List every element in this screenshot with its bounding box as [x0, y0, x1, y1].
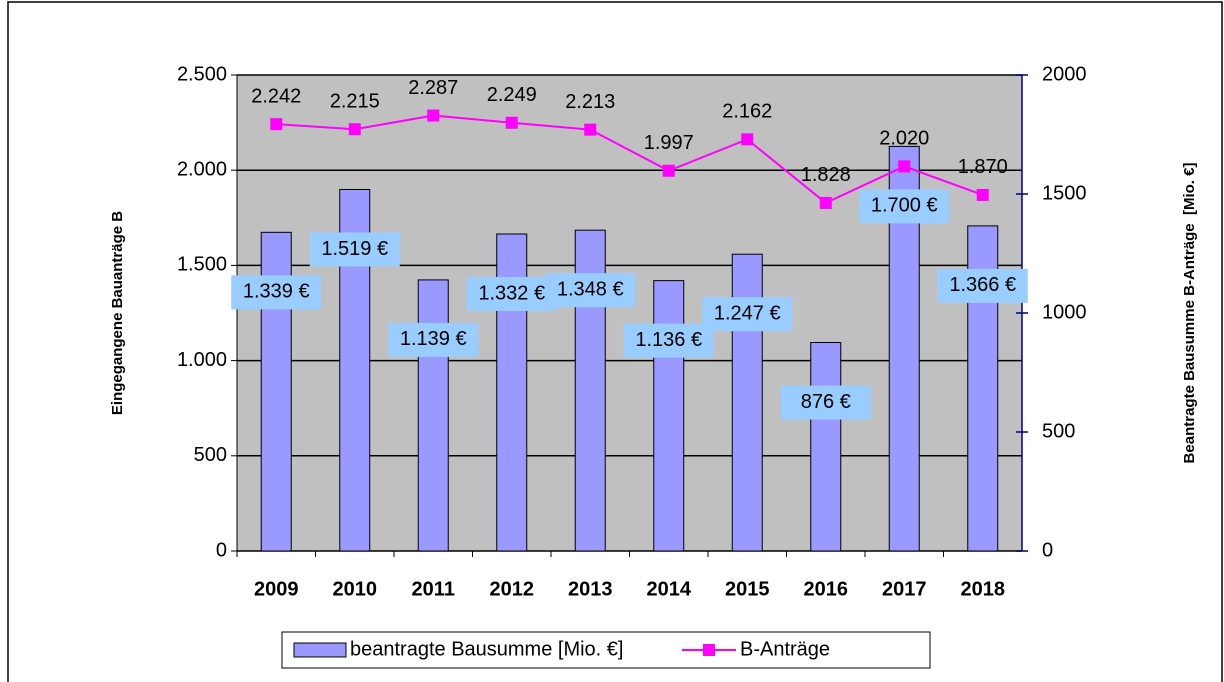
marker [584, 123, 597, 136]
y2-tick-label: 1000 [1042, 301, 1087, 323]
y2-tick-label: 1500 [1042, 182, 1087, 204]
data-label-box [388, 322, 479, 357]
data-label-box [309, 232, 400, 267]
legend-label: beantragte Bausumme [Mio. €] [350, 638, 623, 660]
data-label-text: 1.700 € [871, 195, 938, 217]
legend-box [281, 631, 931, 669]
data-label: 1.519 € [309, 232, 400, 267]
data-label-text: 1.139 € [400, 328, 467, 350]
x-tick-label: 2018 [961, 578, 1006, 600]
marker [348, 123, 361, 136]
marker [976, 188, 989, 201]
marker [662, 164, 675, 177]
data-label-text: 1.247 € [714, 302, 781, 324]
data-label: 2.249 [487, 84, 537, 106]
legend-label: B-Anträge [740, 638, 830, 660]
data-label-text: 876 € [801, 391, 851, 413]
data-label: 2.287 [408, 77, 458, 99]
x-tick-label: 2009 [254, 578, 299, 600]
x-tick-label: 2013 [568, 578, 613, 600]
line [276, 114, 984, 205]
y-axis-title: Eingegangene Bauanträge B [109, 211, 126, 415]
y2-axis-title: Beantragte Bausumme B-Anträge [Mio. €] [1181, 163, 1198, 464]
x-tick-label: 2010 [333, 578, 378, 600]
y-tick-label: 500 [194, 444, 227, 466]
data-label: 1.828 [801, 164, 851, 186]
x-tick-label: 2014 [647, 578, 692, 600]
bar [810, 342, 842, 552]
data-label: 1.997 [644, 132, 694, 154]
data-label-text: 1.339 € [243, 281, 310, 303]
frame [7, 1, 1223, 682]
y-tick-label: 2.000 [177, 158, 227, 180]
data-label: 1.366 € [937, 268, 1028, 303]
x-tick-label: 2016 [804, 578, 849, 600]
data-label-box [545, 273, 636, 308]
marker [898, 160, 911, 173]
data-label-box [780, 385, 871, 420]
data-label-text: 1.366 € [949, 274, 1016, 296]
y-tick-label: 0 [216, 539, 227, 561]
data-label-box [623, 323, 714, 358]
bar [653, 280, 685, 552]
data-label: 876 € [780, 385, 871, 420]
y2-tick-label: 0 [1042, 539, 1053, 561]
data-label: 1.136 € [623, 323, 714, 358]
data-label: 2.020 [879, 128, 929, 150]
data-label: 2.242 [251, 85, 301, 107]
bar [417, 279, 449, 552]
marker [505, 116, 518, 129]
marker [819, 196, 832, 209]
marker [427, 109, 440, 122]
legend-swatch [293, 642, 347, 658]
data-label-box [702, 297, 793, 332]
data-label: 1.348 € [545, 273, 636, 308]
data-label-text: 1.332 € [478, 282, 545, 304]
data-label-box [466, 276, 557, 311]
legend-marker [703, 644, 715, 656]
data-label: 2.213 [565, 91, 615, 113]
x-tick-label: 2015 [725, 578, 770, 600]
x-tick-label: 2011 [412, 578, 455, 600]
data-label: 1.332 € [466, 276, 557, 311]
y-tick-label: 1.000 [177, 349, 227, 371]
data-label: 2.215 [330, 91, 380, 113]
data-label: 1.870 [958, 156, 1008, 178]
data-label: 1.139 € [388, 322, 479, 357]
x-tick-label: 2012 [490, 578, 535, 600]
marker [741, 133, 754, 146]
data-label: 2.162 [722, 101, 772, 123]
y-tick-label: 2.500 [177, 63, 227, 85]
y-tick-label: 1.500 [177, 254, 227, 276]
x-tick-label: 2017 [882, 578, 927, 600]
y2-tick-label: 2000 [1042, 63, 1087, 85]
data-label-box [937, 268, 1028, 303]
data-label-text: 1.519 € [321, 238, 388, 260]
data-label-text: 1.348 € [557, 278, 624, 300]
data-label: 1.247 € [702, 297, 793, 332]
data-label: 1.339 € [231, 275, 322, 310]
marker [270, 118, 283, 131]
data-label: 1.700 € [859, 189, 950, 224]
data-label-box [231, 275, 322, 310]
data-label-box [859, 189, 950, 224]
data-label-text: 1.136 € [635, 329, 702, 351]
y2-tick-label: 500 [1042, 420, 1075, 442]
